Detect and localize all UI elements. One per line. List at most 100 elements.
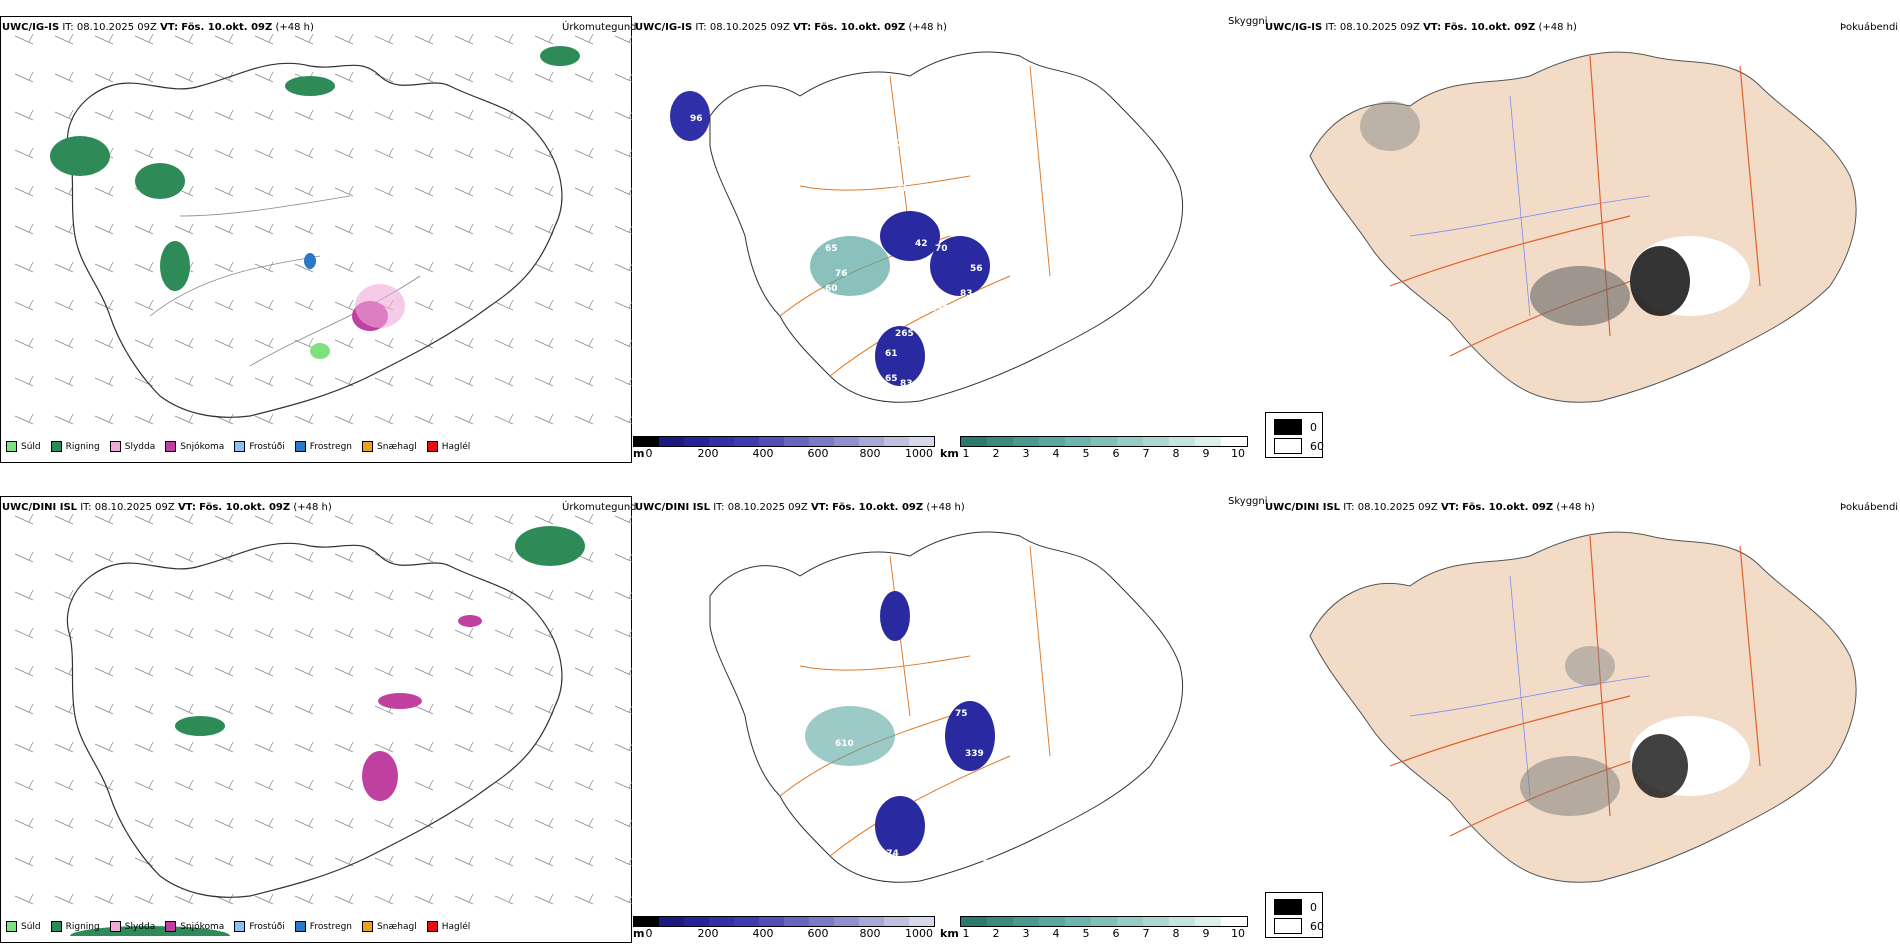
colorbar-cell bbox=[734, 917, 759, 926]
legend-item: Snjókoma bbox=[165, 921, 224, 932]
wind-barb-icon bbox=[254, 741, 274, 753]
wind-barb-icon bbox=[374, 627, 394, 639]
wind-barb-icon bbox=[454, 33, 474, 45]
wind-barb-icon bbox=[254, 413, 274, 425]
wind-barb-icon bbox=[174, 375, 194, 387]
wind-barb-icon bbox=[134, 893, 154, 905]
wind-barb-icon bbox=[334, 513, 354, 525]
wind-barb-icon bbox=[494, 893, 514, 905]
colorbar-cell bbox=[809, 437, 834, 446]
ceiling-label: 48 bbox=[865, 294, 878, 304]
wind-barb-icon bbox=[14, 261, 34, 273]
wind-barb-icon bbox=[214, 33, 234, 45]
row-1: UWC/IG-IS IT: 08.10.2025 09Z VT: Fös. 10… bbox=[0, 0, 1900, 470]
colorbar-cell bbox=[1169, 917, 1195, 926]
legend-item: Frostúði bbox=[234, 441, 285, 452]
wind-barb-icon bbox=[174, 337, 194, 349]
wind-barb-icon bbox=[54, 855, 74, 867]
colorbar-cell bbox=[784, 917, 809, 926]
wind-barb-icon bbox=[494, 589, 514, 601]
wind-barb-icon bbox=[334, 223, 354, 235]
wind-barb-icon bbox=[294, 741, 314, 753]
colorbar-cell bbox=[987, 917, 1013, 926]
colorbar-tick: 4 bbox=[1052, 927, 1060, 940]
title-precip-row1: Úrkomutegund bbox=[562, 22, 637, 33]
wind-barb-icon bbox=[94, 513, 114, 525]
wind-barb-icon bbox=[494, 299, 514, 311]
fog-map-row1 bbox=[1309, 51, 1857, 403]
wind-barb-icon bbox=[254, 551, 274, 563]
wind-barb-icon bbox=[14, 551, 34, 563]
wind-barb-icon bbox=[174, 665, 194, 677]
wind-barb-icon bbox=[174, 551, 194, 563]
wind-barb-icon bbox=[54, 71, 74, 83]
wind-barb-icon bbox=[14, 855, 34, 867]
wind-barb-icon bbox=[134, 337, 154, 349]
fog-legend-swatch bbox=[1274, 918, 1302, 934]
header-precip-row1: UWC/IG-IS IT: 08.10.2025 09Z VT: Fös. 10… bbox=[2, 22, 314, 33]
wind-barb-icon bbox=[54, 779, 74, 791]
legend-swatch bbox=[362, 921, 374, 932]
legend-item: Rigning bbox=[50, 921, 100, 932]
wind-barb-icon bbox=[574, 589, 594, 601]
wind-barb-icon bbox=[54, 33, 74, 45]
colorbar-tick: 2 bbox=[992, 927, 1000, 940]
legend-item: Snæhagl bbox=[362, 921, 417, 932]
wind-barb-icon bbox=[614, 629, 632, 638]
wind-barb-icon bbox=[414, 893, 434, 905]
colorbar-unit: m bbox=[633, 447, 645, 460]
height-colorbar-cells bbox=[633, 916, 935, 927]
legend-swatch bbox=[426, 921, 438, 932]
wind-barb-icon bbox=[374, 185, 394, 197]
colorbar-cell bbox=[1221, 917, 1247, 926]
wind-barb-icon bbox=[574, 703, 594, 715]
wind-barb-icon bbox=[614, 187, 632, 196]
wind-barb-icon bbox=[374, 71, 394, 83]
wind-barb-icon bbox=[294, 779, 314, 791]
wind-barb-icon bbox=[334, 413, 354, 425]
wind-barb-icon bbox=[14, 817, 34, 829]
legend-item: Slydda bbox=[109, 441, 155, 452]
wind-barb-icon bbox=[414, 779, 434, 791]
wind-barb-icon bbox=[574, 109, 594, 121]
header-visibility-row2: UWC/DINI ISL IT: 08.10.2025 09Z VT: Fös.… bbox=[635, 502, 965, 513]
ceiling-label: 51 bbox=[960, 889, 973, 899]
ceiling-label: 68 bbox=[895, 904, 908, 914]
colorbar-tick: 3 bbox=[1022, 927, 1030, 940]
ceiling-label: 56 bbox=[970, 264, 983, 274]
wind-barb-icon bbox=[614, 515, 632, 524]
wind-barb-icon bbox=[334, 185, 354, 197]
wind-barb-icon bbox=[134, 741, 154, 753]
ceiling-label: 290 bbox=[930, 304, 949, 314]
wind-barb-icon bbox=[454, 109, 474, 121]
wind-barb-icon bbox=[294, 223, 314, 235]
wind-barb-icon bbox=[454, 703, 474, 715]
wind-barb-icon bbox=[534, 147, 554, 159]
wind-barb-icon bbox=[334, 147, 354, 159]
wind-barb-icon bbox=[414, 337, 434, 349]
colorbar-cell bbox=[634, 437, 659, 446]
wind-barb-icon bbox=[14, 223, 34, 235]
wind-barb-icon bbox=[174, 703, 194, 715]
wind-barb-icon bbox=[14, 665, 34, 677]
wind-barb-icon bbox=[334, 703, 354, 715]
wind-barb-icon bbox=[14, 893, 34, 905]
legend-item: Frostregn bbox=[294, 921, 352, 932]
wind-barb-icon bbox=[454, 375, 474, 387]
wind-barb-icon bbox=[374, 109, 394, 121]
legend-item: Frostúði bbox=[234, 921, 285, 932]
wind-barb-icon bbox=[94, 299, 114, 311]
wind-barb-icon bbox=[254, 779, 274, 791]
wind-barb-icon bbox=[214, 893, 234, 905]
wind-barb-icon bbox=[534, 109, 554, 121]
wind-barb-icon bbox=[494, 109, 514, 121]
legend-swatch bbox=[234, 441, 246, 452]
wind-barb-icon bbox=[134, 147, 154, 159]
colorbar-cell bbox=[834, 917, 859, 926]
ceiling-label: 43 bbox=[875, 904, 888, 914]
colorbar-cell bbox=[1065, 437, 1091, 446]
ceiling-label: 50 bbox=[880, 904, 893, 914]
colorbar-tick: 9 bbox=[1202, 927, 1210, 940]
colorbar-cell bbox=[684, 437, 709, 446]
wind-barb-icon bbox=[374, 893, 394, 905]
